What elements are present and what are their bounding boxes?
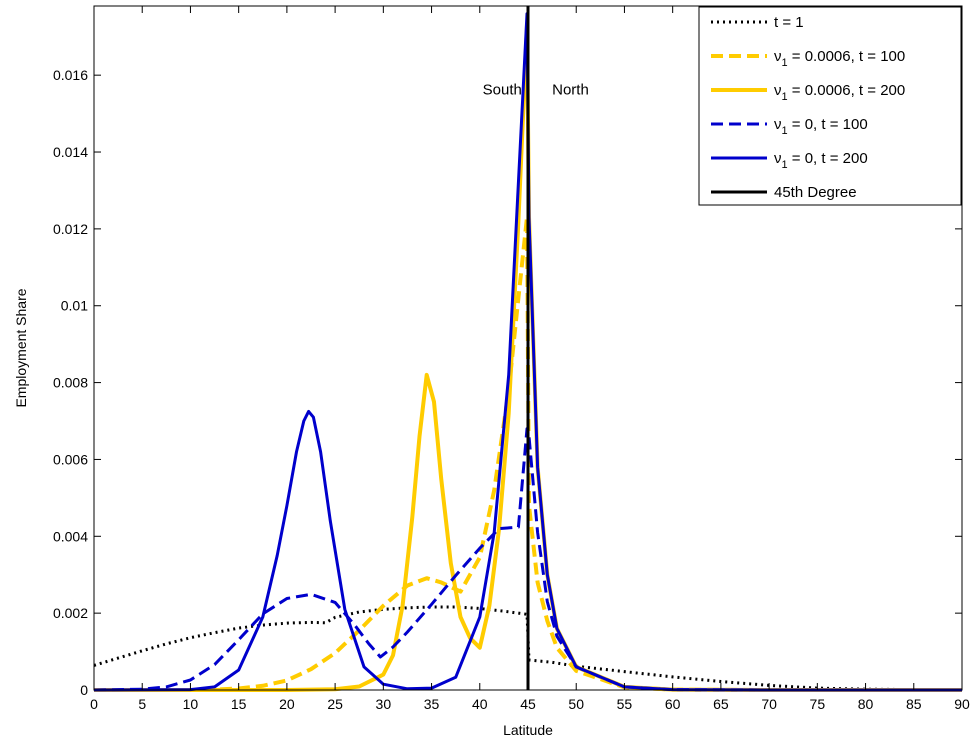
x-tick-label: 5 bbox=[138, 696, 146, 712]
y-tick-label: 0 bbox=[80, 682, 88, 698]
x-axis-label: Latitude bbox=[503, 722, 553, 738]
x-tick-label: 60 bbox=[665, 696, 681, 712]
x-tick-label: 75 bbox=[810, 696, 826, 712]
x-tick-label: 65 bbox=[713, 696, 729, 712]
y-axis-label: Employment Share bbox=[13, 288, 29, 407]
y-tick-label: 0.002 bbox=[53, 605, 88, 621]
legend-box bbox=[698, 6, 962, 206]
x-tick-label: 10 bbox=[183, 696, 199, 712]
legend-label: t = 1 bbox=[774, 14, 804, 31]
y-tick-label: 0.01 bbox=[61, 298, 88, 314]
x-tick-label: 20 bbox=[279, 696, 295, 712]
annotation-south: South bbox=[483, 81, 522, 98]
legend-label: ν1 = 0.0006, t = 200 bbox=[774, 82, 905, 103]
x-tick-label: 85 bbox=[906, 696, 922, 712]
legend-label: ν1 = 0, t = 100 bbox=[774, 116, 868, 137]
y-tick-label: 0.016 bbox=[53, 67, 88, 83]
annotation-layer: South North bbox=[483, 81, 589, 98]
y-tick-label: 0.012 bbox=[53, 221, 88, 237]
x-tick-label: 45 bbox=[520, 696, 536, 712]
y-axis: 0 0.002 0.004 0.006 0.008 0.01 0.012 0.014 0.016 bbox=[53, 67, 962, 698]
legend-label: ν1 = 0, t = 200 bbox=[774, 150, 868, 171]
x-tick-label: 35 bbox=[424, 696, 440, 712]
x-tick-label: 25 bbox=[327, 696, 343, 712]
legend-label: 45th Degree bbox=[774, 184, 857, 201]
series-line-5 bbox=[93, 12, 962, 692]
series-layer bbox=[93, 12, 963, 692]
x-tick-label: 80 bbox=[858, 696, 874, 712]
series-line-4 bbox=[93, 427, 962, 692]
annotation-north: North bbox=[552, 81, 589, 98]
x-tick-label: 15 bbox=[231, 696, 247, 712]
series-line-1 bbox=[93, 605, 963, 692]
x-tick-label: 40 bbox=[472, 696, 488, 712]
legend: t = 1 ν1 = 0.0006, t = 100 ν1 = 0.0006, t … bbox=[698, 6, 962, 206]
x-tick-label: 90 bbox=[954, 696, 970, 712]
y-tick-label: 0.014 bbox=[53, 144, 88, 160]
x-tick-label: 50 bbox=[568, 696, 584, 712]
x-tick-label: 0 bbox=[90, 696, 98, 712]
legend-items: t = 1 ν1 = 0.0006, t = 100 ν1 = 0.0006, t … bbox=[711, 14, 905, 201]
x-axis: 0 5 10 15 20 25 30 35 40 45 50 55 60 65 70 75 80 85 90 bbox=[90, 6, 970, 712]
legend-label: ν1 = 0.0006, t = 100 bbox=[774, 48, 905, 69]
x-tick-label: 55 bbox=[617, 696, 633, 712]
x-tick-label: 70 bbox=[761, 696, 777, 712]
y-tick-label: 0.008 bbox=[53, 375, 88, 391]
series-line-2 bbox=[94, 215, 962, 692]
y-tick-label: 0.004 bbox=[53, 528, 88, 544]
x-tick-label: 30 bbox=[376, 696, 392, 712]
y-tick-label: 0.006 bbox=[53, 451, 88, 467]
